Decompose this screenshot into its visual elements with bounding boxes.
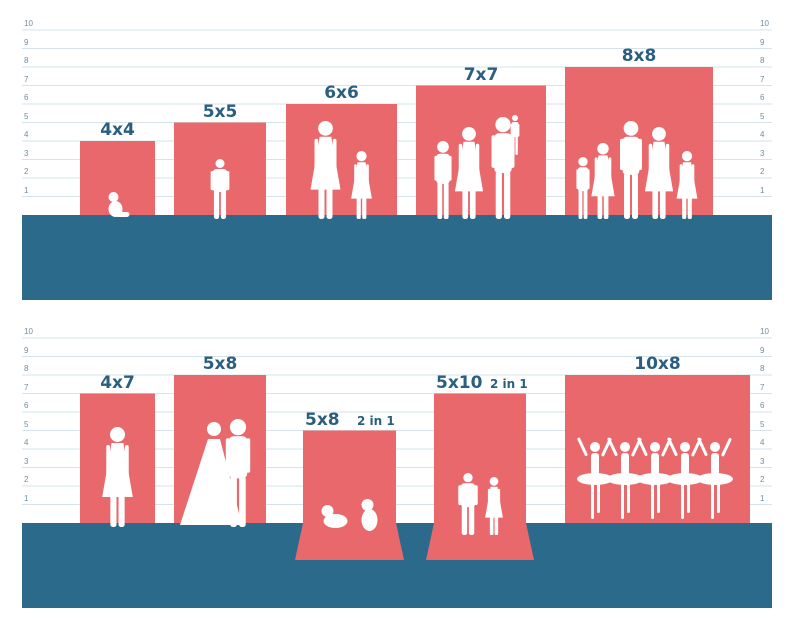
size-label: 5x8 xyxy=(305,409,340,430)
backdrop-8x8 xyxy=(565,67,713,219)
scale-tick-right: 2 xyxy=(760,475,765,484)
woman-posing-icon xyxy=(102,427,133,527)
scale-tick-right: 2 xyxy=(760,167,765,176)
scale-tick-left: 4 xyxy=(24,438,29,447)
size-label: 5x5 xyxy=(202,101,238,122)
scale-tick-left: 9 xyxy=(24,345,29,355)
toddler-icon xyxy=(210,159,230,219)
backdrop-10x8 xyxy=(565,375,750,523)
backdrop-4x4 xyxy=(80,141,155,217)
scale-tick-left: 2 xyxy=(24,475,29,484)
backdrop-size-panel-top: 1 1 2 2 3 3 4 4 5 5 6 6 7 7 8 8 9 9 10 10 4x4 5x5 6x6 7x7 8x8 xyxy=(0,0,794,300)
scale-tick-right: 6 xyxy=(760,93,765,102)
scale-tick-left: 10 xyxy=(24,327,33,336)
two-babies-icon xyxy=(321,499,378,531)
backdrop-7x7 xyxy=(416,85,546,219)
scale-tick-right: 6 xyxy=(760,401,765,410)
backdrop-5x5 xyxy=(174,122,266,219)
size-label: 5x8 xyxy=(202,354,238,374)
backdrop-5x8-two-in-one xyxy=(295,430,404,560)
scale-tick-left: 6 xyxy=(24,401,29,410)
scale-tick-left: 1 xyxy=(24,185,29,195)
backdrop-wall xyxy=(303,430,396,523)
size-label: 8x8 xyxy=(621,46,657,66)
scale-tick-right: 3 xyxy=(760,148,765,158)
two-in-one-badge: 2 in 1 xyxy=(357,413,395,428)
large-family-icon xyxy=(576,121,698,219)
scale-tick-right: 8 xyxy=(760,364,765,373)
backdrop-rect xyxy=(174,122,266,215)
size-label: 7x7 xyxy=(463,64,499,85)
scale-tick-right: 7 xyxy=(760,74,765,84)
scale-tick-left: 7 xyxy=(24,382,29,392)
backdrop-floor-extension xyxy=(295,523,404,560)
size-chart-top xyxy=(22,29,772,300)
scale-tick-right: 8 xyxy=(760,56,765,65)
scale-tick-left: 7 xyxy=(24,74,29,84)
backdrop-5x8 xyxy=(174,375,266,527)
size-label: 5x10 xyxy=(436,372,483,393)
backdrop-4x7 xyxy=(80,393,155,527)
scale-tick-left: 10 xyxy=(24,19,33,28)
scale-tick-right: 1 xyxy=(760,493,765,503)
scale-tick-right: 9 xyxy=(760,345,765,355)
backdrop-size-panel-bottom: 1 1 2 2 3 3 4 4 5 5 6 6 7 7 8 8 9 9 10 10 4x7 5x8 5x8 2 in 1 5x… xyxy=(0,308,794,608)
scale-tick-left: 1 xyxy=(24,493,29,503)
size-chart-bottom xyxy=(22,337,772,608)
scale-tick-right: 4 xyxy=(760,438,765,447)
size-label: 4x7 xyxy=(100,372,135,393)
scale-tick-left: 6 xyxy=(24,93,29,102)
scale-tick-left: 8 xyxy=(24,56,29,65)
backdrop-rect xyxy=(286,104,397,215)
backdrop-floor-extension xyxy=(426,523,534,560)
family-of-four-icon xyxy=(434,115,520,219)
scale-tick-left: 5 xyxy=(24,419,29,429)
scale-tick-right: 10 xyxy=(760,19,769,28)
scale-tick-left: 2 xyxy=(24,167,29,176)
backdrop-rect xyxy=(416,85,546,215)
wedding-couple-icon xyxy=(180,419,251,527)
scale-tick-right: 9 xyxy=(760,37,765,47)
scale-tick-right: 5 xyxy=(760,111,765,121)
scale-tick-left: 3 xyxy=(24,456,29,466)
ballet-dancers-icon xyxy=(577,437,733,519)
size-label: 4x4 xyxy=(100,120,135,140)
backdrop-wall xyxy=(434,393,526,523)
scale-tick-right: 1 xyxy=(760,185,765,195)
scale-tick-left: 9 xyxy=(24,37,29,47)
floor xyxy=(22,215,772,300)
scale-tick-right: 7 xyxy=(760,382,765,392)
backdrop-6x6 xyxy=(286,104,397,219)
size-label: 6x6 xyxy=(324,83,359,103)
scale-tick-right: 3 xyxy=(760,456,765,466)
size-label: 10x8 xyxy=(634,354,681,374)
mother-and-child-icon xyxy=(310,121,372,219)
scale-tick-left: 8 xyxy=(24,364,29,373)
baby-sitting-icon xyxy=(108,192,130,217)
scale-tick-right: 4 xyxy=(760,130,765,139)
scale-tick-left: 3 xyxy=(24,148,29,158)
two-kids-icon xyxy=(458,473,503,535)
scale-tick-right: 5 xyxy=(760,419,765,429)
two-in-one-badge: 2 in 1 xyxy=(490,376,528,391)
backdrop-5x10-two-in-one xyxy=(426,393,534,560)
scale-tick-right: 10 xyxy=(760,327,769,336)
scale-tick-left: 4 xyxy=(24,130,29,139)
scale-tick-left: 5 xyxy=(24,111,29,121)
